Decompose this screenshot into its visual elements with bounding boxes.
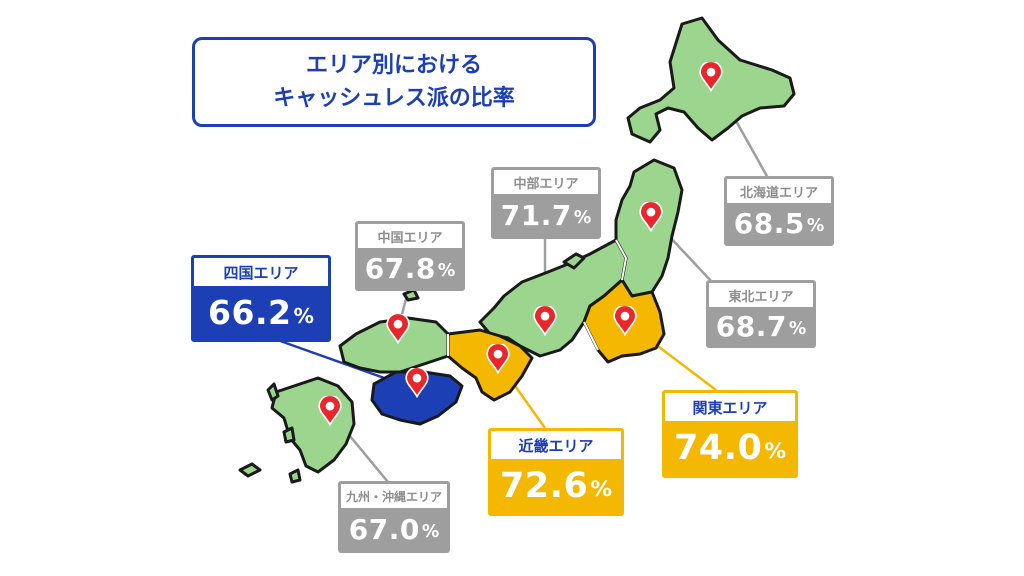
tsushima-island xyxy=(266,382,280,402)
shikoku-label: 四国エリア xyxy=(194,258,328,286)
chubu-unit: % xyxy=(573,208,592,229)
chugoku-box: 中国エリア 67.8% xyxy=(355,221,465,291)
hokkaido-box: 北海道エリア 68.5% xyxy=(724,176,834,246)
chugoku-unit: % xyxy=(437,261,456,282)
chubu-value: 71.7 xyxy=(500,198,572,232)
shikoku-box: 四国エリア 66.2% xyxy=(191,255,331,342)
kanto-value: 74.0 xyxy=(673,428,763,468)
kinki-region xyxy=(446,328,534,402)
shikoku-unit: % xyxy=(293,304,314,329)
chugoku-label: 中国エリア xyxy=(358,224,462,248)
region-boundaries xyxy=(447,239,628,356)
tohoku-label: 東北エリア xyxy=(709,283,813,307)
tohoku-value: 68.7 xyxy=(715,309,787,343)
kanto-label: 関東エリア xyxy=(665,393,795,421)
kyushu-box: 九州・沖縄エリア 67.0% xyxy=(338,481,450,553)
chugoku-value: 67.8 xyxy=(364,251,436,285)
hokkaido-unit: % xyxy=(806,216,825,237)
title-box: エリア別における キャッシュレス派の比率 xyxy=(192,37,596,127)
chubu-box: 中部エリア 71.7% xyxy=(491,167,601,239)
hokkaido-label: 北海道エリア xyxy=(727,179,831,203)
oki-island xyxy=(402,288,420,302)
shikoku-value: 66.2 xyxy=(208,293,292,332)
kinki-box: 近畿エリア 72.6% xyxy=(488,428,624,516)
hokkaido-value: 68.5 xyxy=(733,206,805,240)
tohoku-box: 東北エリア 68.7% xyxy=(706,280,816,348)
kyushu-unit: % xyxy=(421,522,440,543)
kyushu-value: 67.0 xyxy=(348,512,420,546)
sado-island xyxy=(562,252,586,270)
tohoku-unit: % xyxy=(788,319,807,340)
island-kyushu-west xyxy=(282,426,296,444)
kyushu-label: 九州・沖縄エリア xyxy=(341,484,447,508)
kinki-unit: % xyxy=(590,477,613,503)
kyushu-region xyxy=(270,376,356,474)
kinki-label: 近畿エリア xyxy=(491,431,621,459)
island-kyushu-south xyxy=(288,468,302,484)
title-line-2: キャッシュレス派の比率 xyxy=(273,86,515,111)
okinawa-island xyxy=(238,462,262,478)
kinki-value: 72.6 xyxy=(499,466,589,506)
title-line-1: エリア別における xyxy=(305,53,482,78)
kanto-box: 関東エリア 74.0% xyxy=(662,390,798,478)
chubu-label: 中部エリア xyxy=(494,170,598,194)
kanto-unit: % xyxy=(764,439,787,465)
